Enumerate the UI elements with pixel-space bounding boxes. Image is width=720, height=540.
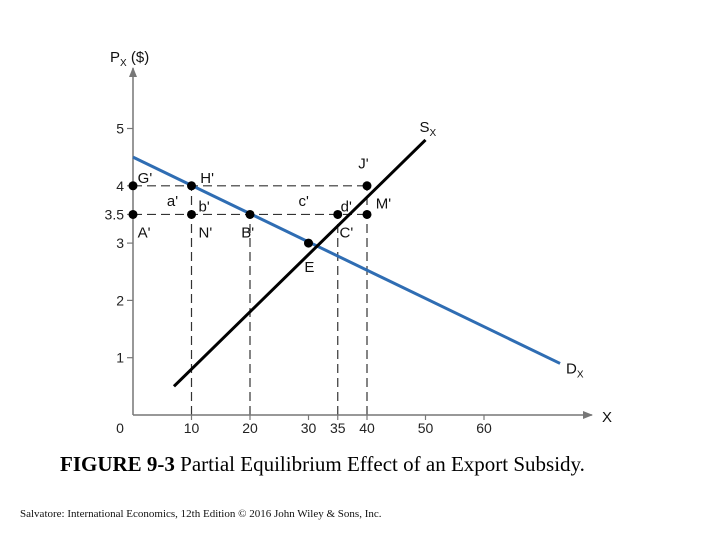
data-point <box>128 181 138 191</box>
series-label-dx: DX <box>566 360 584 380</box>
y-tick-label: 2 <box>116 292 124 308</box>
data-point <box>362 209 372 219</box>
point-label: b' <box>199 199 210 216</box>
point-label: G' <box>138 170 153 187</box>
curve-dx <box>132 155 561 365</box>
figure-title: Partial Equilibrium Effect of an Export … <box>174 452 585 476</box>
series-label-sx: SX <box>420 119 437 139</box>
x-tick-label: 0 <box>116 420 124 436</box>
point-label: d' <box>341 199 352 216</box>
y-axis-title: PX ($) <box>110 49 149 69</box>
x-tick-label: 35 <box>330 420 346 436</box>
x-tick-label: 50 <box>418 420 434 436</box>
point-label: E <box>304 259 314 276</box>
data-point <box>304 238 313 248</box>
x-tick-label: 40 <box>359 420 375 436</box>
y-tick-label: 5 <box>116 121 124 137</box>
point-label: H' <box>200 170 214 187</box>
chart: 1 2 3 3.5 4 5 0 10 20 30 35 40 50 60 DX SX G' H' J' a' b'… <box>105 49 612 436</box>
point-label: C' <box>340 224 354 241</box>
source-credit: Salvatore: International Economics, 12th… <box>20 508 382 520</box>
data-point <box>333 209 343 219</box>
point-label: B' <box>241 224 254 241</box>
y-tick-label: 1 <box>116 350 124 366</box>
data-point <box>128 209 138 219</box>
y-tick-label: 4 <box>116 178 124 194</box>
figure-number: FIGURE 9-3 <box>60 452 175 476</box>
x-tick-label: 60 <box>476 420 492 436</box>
y-tick-label: 3 <box>116 235 124 251</box>
x-axis-title: X <box>602 409 612 426</box>
y-tick-label: 3.5 <box>105 206 125 222</box>
data-point <box>362 181 372 191</box>
point-label: A' <box>138 224 151 241</box>
data-point <box>245 209 255 219</box>
x-tick-label: 10 <box>184 420 200 436</box>
x-tick-label: 20 <box>242 420 258 436</box>
data-point <box>187 181 196 191</box>
curve-sx <box>172 138 427 388</box>
data-point <box>187 209 196 219</box>
figure-caption: FIGURE 9-3 Partial Equilibrium Effect of… <box>60 452 720 477</box>
point-label: J' <box>358 156 369 173</box>
point-label: c' <box>299 193 310 210</box>
point-label: N' <box>199 224 213 241</box>
x-tick-label: 30 <box>301 420 317 436</box>
point-label: M' <box>376 196 391 213</box>
point-label: a' <box>167 193 178 210</box>
